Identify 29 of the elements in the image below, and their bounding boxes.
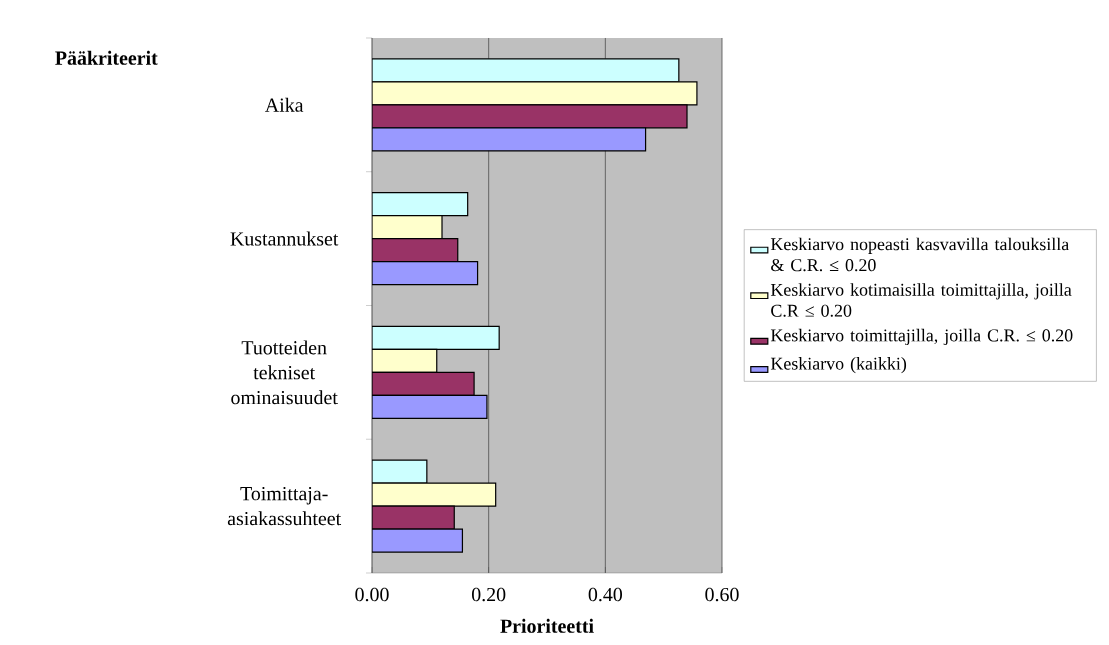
bar — [372, 127, 647, 152]
legend-label: Keskiarvo kotimaisilla toimittajilla, joilla C.R ≤ 0.20 — [770, 283, 1072, 317]
legend-label: Keskiarvo (kaikki) — [770, 357, 907, 374]
bar — [372, 348, 438, 373]
bar — [372, 192, 469, 217]
x-tick-label: 0.20 — [472, 587, 506, 602]
bar — [372, 505, 455, 530]
y-tick-label: Aika — [264, 97, 304, 112]
y-axis-title: Pääkriteerit — [55, 50, 158, 65]
bar — [372, 482, 497, 507]
bar — [372, 104, 688, 129]
x-axis-title: Prioriteetti — [500, 618, 594, 633]
y-tick-label: Kustannukset — [230, 231, 339, 246]
bar — [372, 528, 464, 553]
x-tick-label: 0.40 — [588, 587, 623, 602]
bar — [372, 81, 698, 106]
y-tick-label: Toimittaja-asiakassuhteet — [227, 486, 342, 526]
legend-label: Keskiarvo nopeasti kasvavilla talouksilla & C.R. ≤ 0.20 — [770, 237, 1069, 272]
y-tick-label: Tuotteiden tekniset ominaisuudet — [231, 340, 338, 405]
x-tick-label: 0.00 — [355, 587, 389, 602]
bar — [372, 215, 443, 240]
bar — [372, 261, 479, 286]
bar — [372, 58, 680, 83]
bar — [372, 325, 500, 350]
bar — [372, 238, 459, 263]
bar — [372, 394, 488, 419]
legend-label: Keskiarvo toimittajilla, joilla C.R. ≤ 0.20 — [770, 328, 1073, 346]
x-tick-label: 0.60 — [705, 587, 739, 602]
bar — [372, 371, 475, 396]
